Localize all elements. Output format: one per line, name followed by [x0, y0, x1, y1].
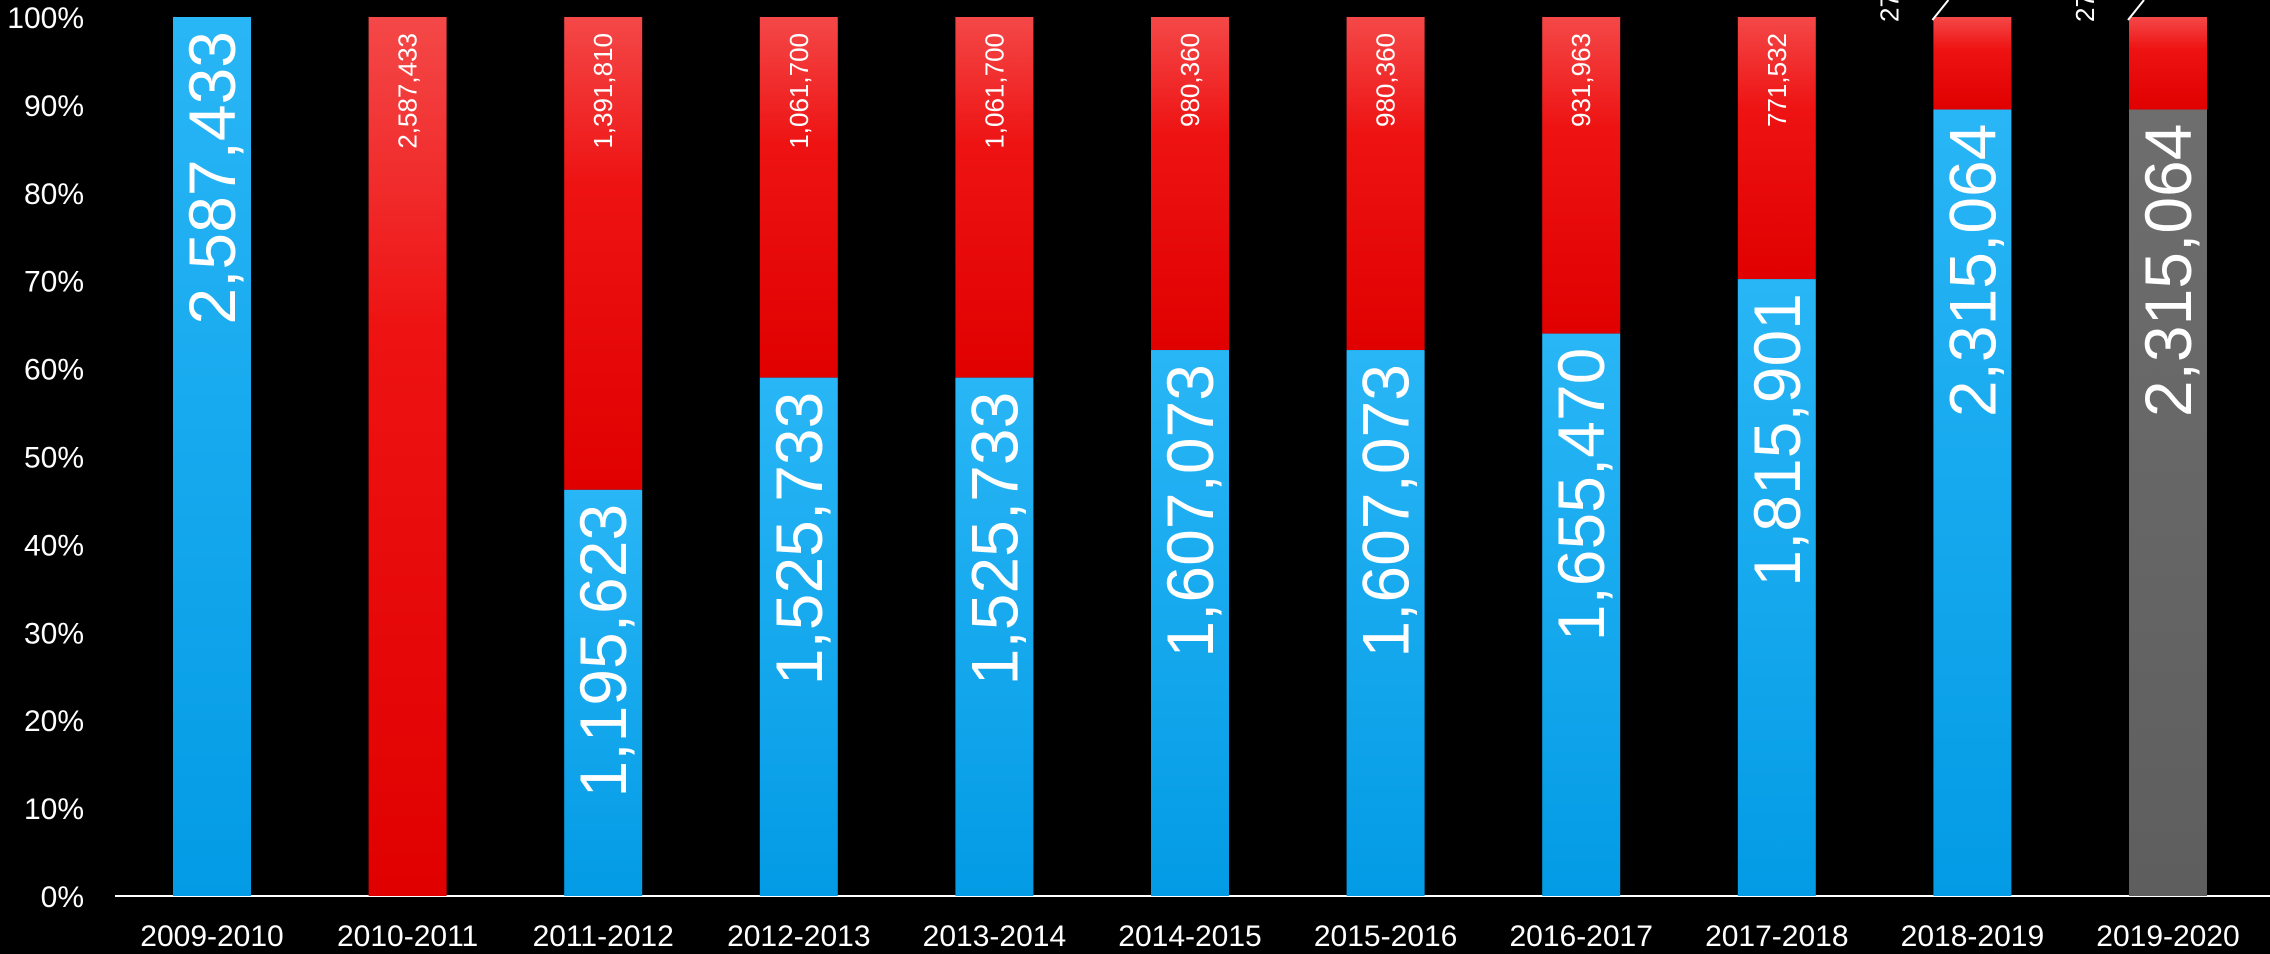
y-tick-label: 60%: [24, 354, 84, 387]
y-tick-label: 70%: [24, 266, 84, 299]
leader-line: [1931, 0, 1950, 21]
data-label: 1,525,733: [762, 392, 836, 686]
bar-segment-blue: [759, 377, 838, 897]
x-tick-label: 2009-2010: [140, 920, 283, 953]
data-label: 1,655,470: [1544, 348, 1618, 642]
x-axis: 2009-2010 2010-2011 2011-2012 2012-2013 2013…: [115, 895, 2270, 953]
y-tick-label: 40%: [24, 529, 84, 562]
data-label: 1,391,810: [588, 33, 618, 149]
x-tick-label: 2016-2017: [1509, 920, 1652, 953]
y-tick-label: 30%: [24, 617, 84, 650]
y-tick-label: 100%: [7, 2, 84, 35]
bar-segment-blue: [1737, 279, 1816, 897]
y-tick-label: 10%: [24, 793, 84, 826]
y-axis: 0% 10% 20% 30% 40% 50% 60% 70% 80% 90% 100%: [7, 2, 84, 914]
data-label: 1,815,901: [1740, 293, 1814, 587]
bar-segment-red: [1542, 17, 1621, 334]
bar-segment-red: [1933, 17, 2012, 110]
bar-segment-blue: [1542, 333, 1621, 896]
x-tick-label: 2012-2013: [727, 920, 870, 953]
y-tick-label: 90%: [24, 90, 84, 123]
bar-segment-red: [2129, 17, 2207, 110]
bar-segment-red: [564, 17, 643, 490]
data-label: 2,315,064: [2131, 124, 2205, 418]
data-label: 2,587,433: [393, 33, 423, 149]
y-tick-label: 50%: [24, 442, 84, 475]
bar-segment-red: [1151, 17, 1229, 351]
y-tick-label: 80%: [24, 178, 84, 211]
bar-segment-blue: [955, 377, 1034, 897]
data-label: 1,525,733: [957, 392, 1031, 686]
data-label: 1,607,073: [1153, 364, 1227, 658]
data-label: 2,587,433: [175, 31, 249, 325]
data-label-partial: 27: [1874, 0, 1904, 22]
bar-labels: 2,587,433 2,587,433 1,195,623 1,391,810 1,52…: [175, 0, 2205, 797]
x-tick-label: 2019-2020: [2096, 920, 2239, 953]
y-tick-label: 20%: [24, 705, 84, 738]
bar-segment-blue: [173, 17, 251, 896]
bar-segment-blue: [1346, 350, 1425, 896]
x-tick-label: 2014-2015: [1118, 920, 1261, 953]
x-tick-label: 2017-2018: [1705, 920, 1848, 953]
bar-segment-red: [368, 17, 447, 896]
bar-segment-blue: [2129, 109, 2207, 896]
bar-segment-blue: [564, 489, 643, 896]
data-label: 980,360: [1371, 33, 1401, 127]
x-tick-label: 2015-2016: [1314, 920, 1457, 953]
data-label: 771,532: [1762, 33, 1792, 127]
x-tick-label: 2018-2019: [1901, 920, 2044, 953]
data-label: 1,061,700: [784, 33, 814, 149]
bar-segment-red: [955, 17, 1034, 378]
data-label: 980,360: [1175, 33, 1205, 127]
bar-segment-red: [1737, 17, 1816, 280]
data-label: 2,315,064: [1935, 124, 2009, 418]
x-tick-label: 2010-2011: [337, 920, 478, 953]
data-label: 931,963: [1566, 33, 1596, 127]
x-tick-label: 2013-2014: [923, 920, 1066, 953]
data-label: 1,195,623: [566, 504, 640, 798]
bar-segment-blue: [1151, 350, 1229, 896]
data-label-partial: 27: [2070, 0, 2100, 22]
data-label: 1,607,073: [1349, 364, 1423, 658]
bar-segment-blue: [1933, 109, 2012, 896]
y-tick-label: 0%: [41, 881, 84, 914]
x-tick-label: 2011-2012: [533, 920, 674, 953]
bar-segment-red: [759, 17, 838, 378]
bar-segment-red: [1346, 17, 1425, 351]
leader-line: [2127, 0, 2145, 21]
data-label: 1,061,700: [979, 33, 1009, 149]
bars: [173, 17, 2207, 897]
